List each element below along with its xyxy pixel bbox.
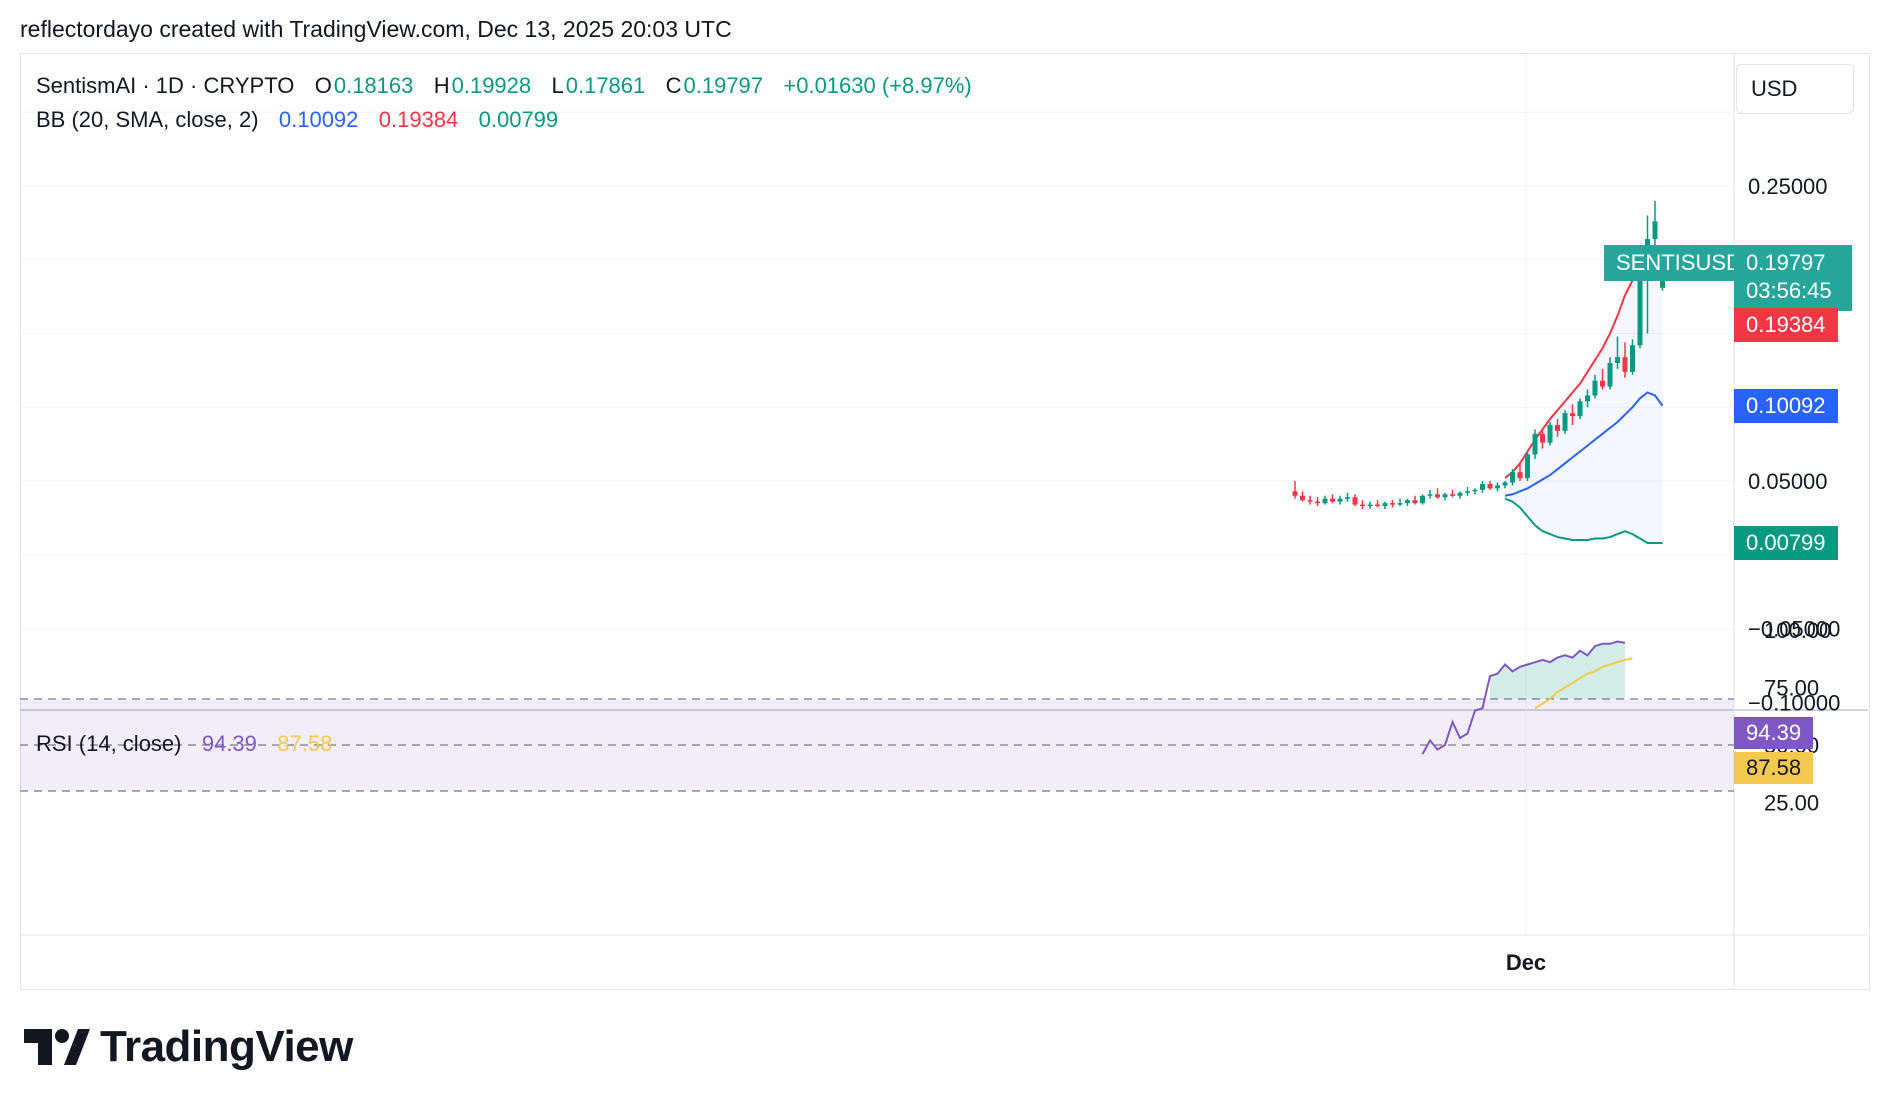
candle-body: [1600, 380, 1605, 387]
candle-body: [1330, 498, 1335, 502]
candle-body: [1457, 492, 1463, 496]
bb-label[interactable]: BB (20, SMA, close, 2): [36, 107, 259, 132]
high-label: H: [433, 73, 450, 98]
price-tick-label: 0.05000: [1748, 469, 1828, 494]
candle-body: [1547, 424, 1553, 443]
high-value: 0.19928: [451, 73, 532, 98]
time-tick-dec: Dec: [1506, 950, 1546, 975]
candle-body: [1307, 500, 1313, 502]
last-price: 0.19797: [1746, 250, 1826, 275]
bb-basis-tag: 0.10092: [1734, 389, 1838, 423]
bb-lower-line: [1504, 497, 1663, 544]
rsi-tick-label: 100.00: [1764, 618, 1831, 643]
close-value: 0.19797: [683, 73, 764, 98]
close-label: C: [665, 73, 682, 98]
rsi-ma-tag: 87.58: [1734, 752, 1814, 784]
candle-body: [1585, 395, 1590, 402]
candle-body: [1315, 501, 1320, 504]
candle-body: [1502, 482, 1508, 486]
candle-body: [1532, 433, 1538, 455]
candle-body: [1570, 413, 1575, 417]
candle-body: [1360, 504, 1365, 507]
candle-body: [1562, 413, 1568, 431]
candle-body: [1525, 454, 1530, 479]
candle-body: [1345, 497, 1350, 499]
candle-body: [1337, 498, 1343, 502]
candle-body: [1540, 433, 1545, 443]
candle-body: [1367, 504, 1373, 507]
tradingview-logo[interactable]: TradingView: [24, 1022, 353, 1072]
bb-lower-tag: 0.00799: [1734, 526, 1838, 560]
chart-caption: reflectordayo created with TradingView.c…: [20, 16, 732, 42]
candle-body: [1487, 483, 1493, 489]
candle-body: [1420, 495, 1425, 504]
bb-fill: [1505, 265, 1663, 543]
candle-body: [1412, 500, 1418, 504]
candle-body: [1382, 503, 1388, 507]
rsi-label[interactable]: RSI (14, close): [36, 731, 182, 756]
bb-legend[interactable]: BB (20, SMA, close, 2) 0.10092 0.19384 0…: [36, 107, 560, 133]
bb-upper-value: 0.19384: [378, 107, 459, 132]
rsi-tag: 94.39: [1734, 717, 1814, 749]
price-tick-label: 0.25000: [1748, 174, 1828, 199]
rsi-ma-value: 87.58: [277, 731, 333, 756]
rsi-legend[interactable]: RSI (14, close) 94.39 87.58: [36, 731, 334, 757]
tradingview-logo-icon: [24, 1029, 90, 1065]
low-label: L: [551, 73, 564, 98]
candle-body: [1652, 221, 1658, 240]
symbol-tag: SENTISUSD: [1604, 245, 1754, 281]
candle-body: [1292, 491, 1298, 496]
candle-body: [1442, 494, 1448, 498]
candle-body: [1397, 503, 1403, 505]
symbol-line[interactable]: SentismAI · 1D · CRYPTO: [36, 73, 295, 98]
price-tick-label: −0.05000: [1748, 617, 1840, 642]
candle-body: [1577, 401, 1583, 417]
rsi-ma-line: [1534, 657, 1633, 710]
candle-body: [1622, 357, 1628, 372]
symbol-legend[interactable]: SentismAI · 1D · CRYPTO O0.18163 H0.1992…: [36, 73, 974, 99]
candle-body: [1472, 489, 1478, 492]
candle-body: [1405, 500, 1410, 504]
candle-body: [1352, 497, 1358, 505]
rsi-tick-label: 75.00: [1764, 676, 1819, 701]
candle-body: [1630, 345, 1635, 372]
rsi-value: 94.39: [201, 731, 257, 756]
logo-text: TradingView: [100, 1022, 353, 1071]
candle-body: [1592, 380, 1598, 396]
rsi-line: [1421, 640, 1626, 755]
bar-countdown: 03:56:45: [1746, 278, 1832, 303]
candle-body: [1435, 494, 1440, 498]
candle-body: [1510, 472, 1515, 483]
change-value: +0.01630 (+8.97%): [783, 73, 972, 98]
bb-basis-line: [1504, 391, 1664, 497]
currency-button[interactable]: USD: [1736, 64, 1854, 114]
open-value: 0.18163: [333, 73, 414, 98]
bb-basis-value: 0.10092: [278, 107, 359, 132]
candle-body: [1450, 494, 1455, 496]
rsi-tick-label: 25.00: [1764, 791, 1819, 816]
candle-body: [1615, 357, 1620, 363]
bb-upper-tag: 0.19384: [1734, 308, 1838, 342]
candle-body: [1375, 504, 1380, 507]
open-label: O: [314, 73, 332, 98]
candle-body: [1637, 271, 1643, 346]
candle-body: [1555, 424, 1560, 431]
rsi-overbought-fill: [1490, 641, 1625, 699]
candle-body: [1480, 483, 1485, 490]
candle-body: [1607, 363, 1613, 387]
candle-body: [1495, 485, 1500, 489]
candle-body: [1390, 503, 1395, 505]
candle-body: [1322, 498, 1328, 504]
last-price-tag: 0.19797 03:56:45: [1734, 245, 1852, 311]
candle-body: [1300, 495, 1305, 501]
chart-canvas[interactable]: 0.25000 0.05000 −0.05000 −0.10000 100.00 75.0…: [0, 0, 1878, 1000]
price-tick-label: −0.10000: [1748, 690, 1840, 715]
chart-frame[interactable]: [20, 53, 1870, 990]
bb-lower-value: 0.00799: [478, 107, 559, 132]
candle-body: [1465, 491, 1470, 493]
candle-body: [1427, 494, 1433, 496]
candle-body: [1517, 472, 1523, 479]
low-value: 0.17861: [565, 73, 646, 98]
